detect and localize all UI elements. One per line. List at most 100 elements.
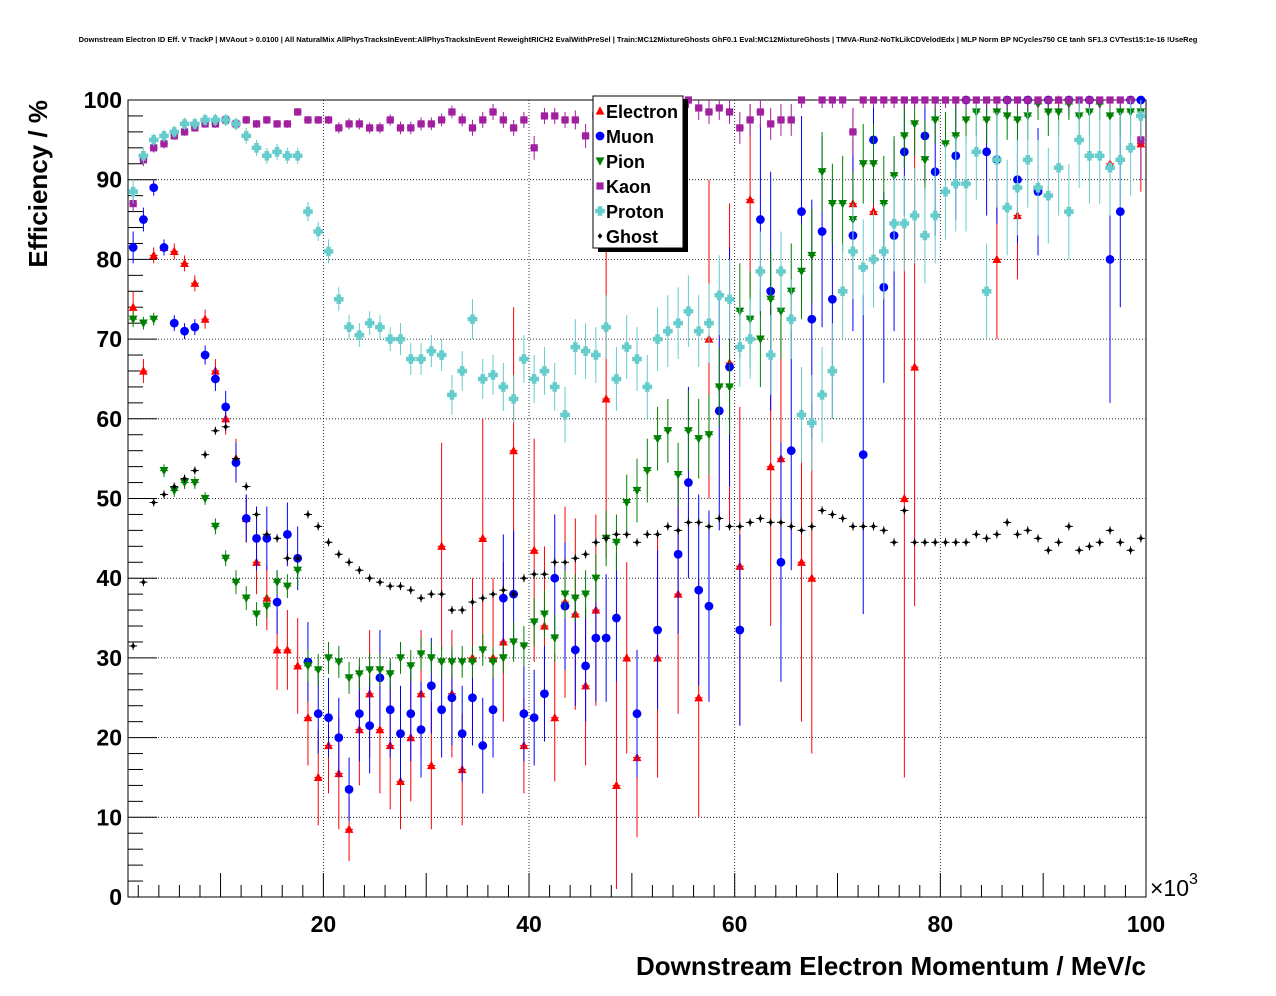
data-point	[757, 515, 763, 522]
x-tick-label: 40	[516, 911, 542, 937]
data-point	[983, 96, 991, 104]
data-point	[406, 709, 416, 719]
series-kaon	[129, 96, 1145, 212]
data-point	[490, 591, 496, 597]
data-point	[686, 519, 691, 526]
data-point	[139, 319, 148, 328]
y-tick-label: 60	[96, 406, 122, 432]
data-point	[293, 661, 303, 670]
data-point	[396, 124, 405, 132]
data-point	[644, 531, 650, 538]
data-point	[642, 382, 653, 392]
data-point	[200, 314, 210, 323]
data-point	[961, 116, 971, 125]
data-point	[1002, 202, 1012, 213]
data-point	[437, 705, 447, 715]
data-point	[860, 523, 866, 530]
data-point	[601, 633, 611, 643]
data-point	[344, 674, 354, 683]
data-point	[447, 693, 457, 703]
data-point	[1076, 547, 1082, 554]
x-axis-multiplier: ×103	[1150, 871, 1198, 901]
data-point	[900, 96, 908, 104]
data-point	[354, 709, 364, 719]
data-point	[500, 587, 506, 593]
data-point	[273, 120, 281, 128]
data-point	[746, 116, 754, 124]
data-point	[776, 307, 786, 317]
data-point	[511, 591, 517, 597]
data-point	[160, 140, 168, 148]
data-point	[549, 382, 560, 392]
data-point	[1054, 96, 1063, 104]
data-point	[655, 531, 660, 538]
data-point	[346, 559, 352, 566]
data-point	[787, 116, 795, 124]
data-point	[190, 322, 200, 332]
data-point	[262, 602, 272, 611]
data-point	[519, 709, 529, 719]
legend-marker	[595, 131, 605, 141]
data-point	[992, 154, 1002, 165]
data-point	[333, 294, 344, 305]
data-point	[150, 144, 158, 152]
data-point	[1022, 154, 1033, 165]
data-point	[694, 692, 704, 702]
data-point	[869, 160, 878, 169]
data-point	[530, 144, 538, 152]
data-point	[663, 326, 673, 336]
data-point	[200, 350, 210, 360]
data-point	[529, 374, 539, 384]
legend-label: Kaon	[606, 177, 651, 197]
data-point	[408, 587, 414, 593]
data-point	[1096, 96, 1104, 104]
data-point	[180, 128, 189, 136]
data-point	[223, 423, 229, 430]
data-point	[447, 390, 457, 400]
data-point	[755, 215, 765, 224]
data-point	[963, 539, 969, 546]
legend-label: Electron	[606, 102, 678, 122]
data-point	[940, 186, 951, 197]
data-point	[375, 666, 385, 675]
data-point	[324, 713, 333, 723]
legend-label: Ghost	[606, 227, 658, 247]
data-point	[859, 96, 867, 104]
data-point	[284, 555, 290, 562]
data-point	[345, 120, 353, 128]
data-point	[282, 150, 293, 161]
data-point	[542, 571, 547, 578]
data-point	[890, 96, 898, 104]
data-point	[1105, 255, 1115, 264]
data-point	[274, 535, 280, 542]
data-point	[972, 96, 980, 104]
data-point	[684, 96, 693, 104]
legend-marker	[595, 206, 605, 216]
data-point	[778, 519, 784, 526]
data-point	[272, 645, 282, 654]
data-point	[776, 557, 786, 567]
data-point	[694, 435, 704, 444]
data-point	[570, 645, 580, 655]
data-point	[252, 120, 261, 128]
data-point	[817, 168, 827, 177]
data-point	[612, 538, 621, 548]
data-point	[910, 120, 920, 129]
data-point	[1136, 111, 1146, 121]
data-point	[797, 267, 806, 277]
data-point	[766, 295, 776, 305]
data-point	[241, 594, 251, 603]
data-point	[190, 478, 200, 488]
data-point	[591, 350, 601, 360]
data-point	[354, 330, 365, 340]
data-point	[405, 354, 416, 364]
data-point	[581, 661, 590, 671]
data-point	[385, 705, 395, 715]
data-point	[179, 119, 190, 129]
data-point	[180, 258, 189, 267]
data-point	[324, 116, 333, 124]
data-point	[807, 573, 817, 582]
data-point	[551, 112, 559, 120]
data-point	[634, 539, 640, 546]
